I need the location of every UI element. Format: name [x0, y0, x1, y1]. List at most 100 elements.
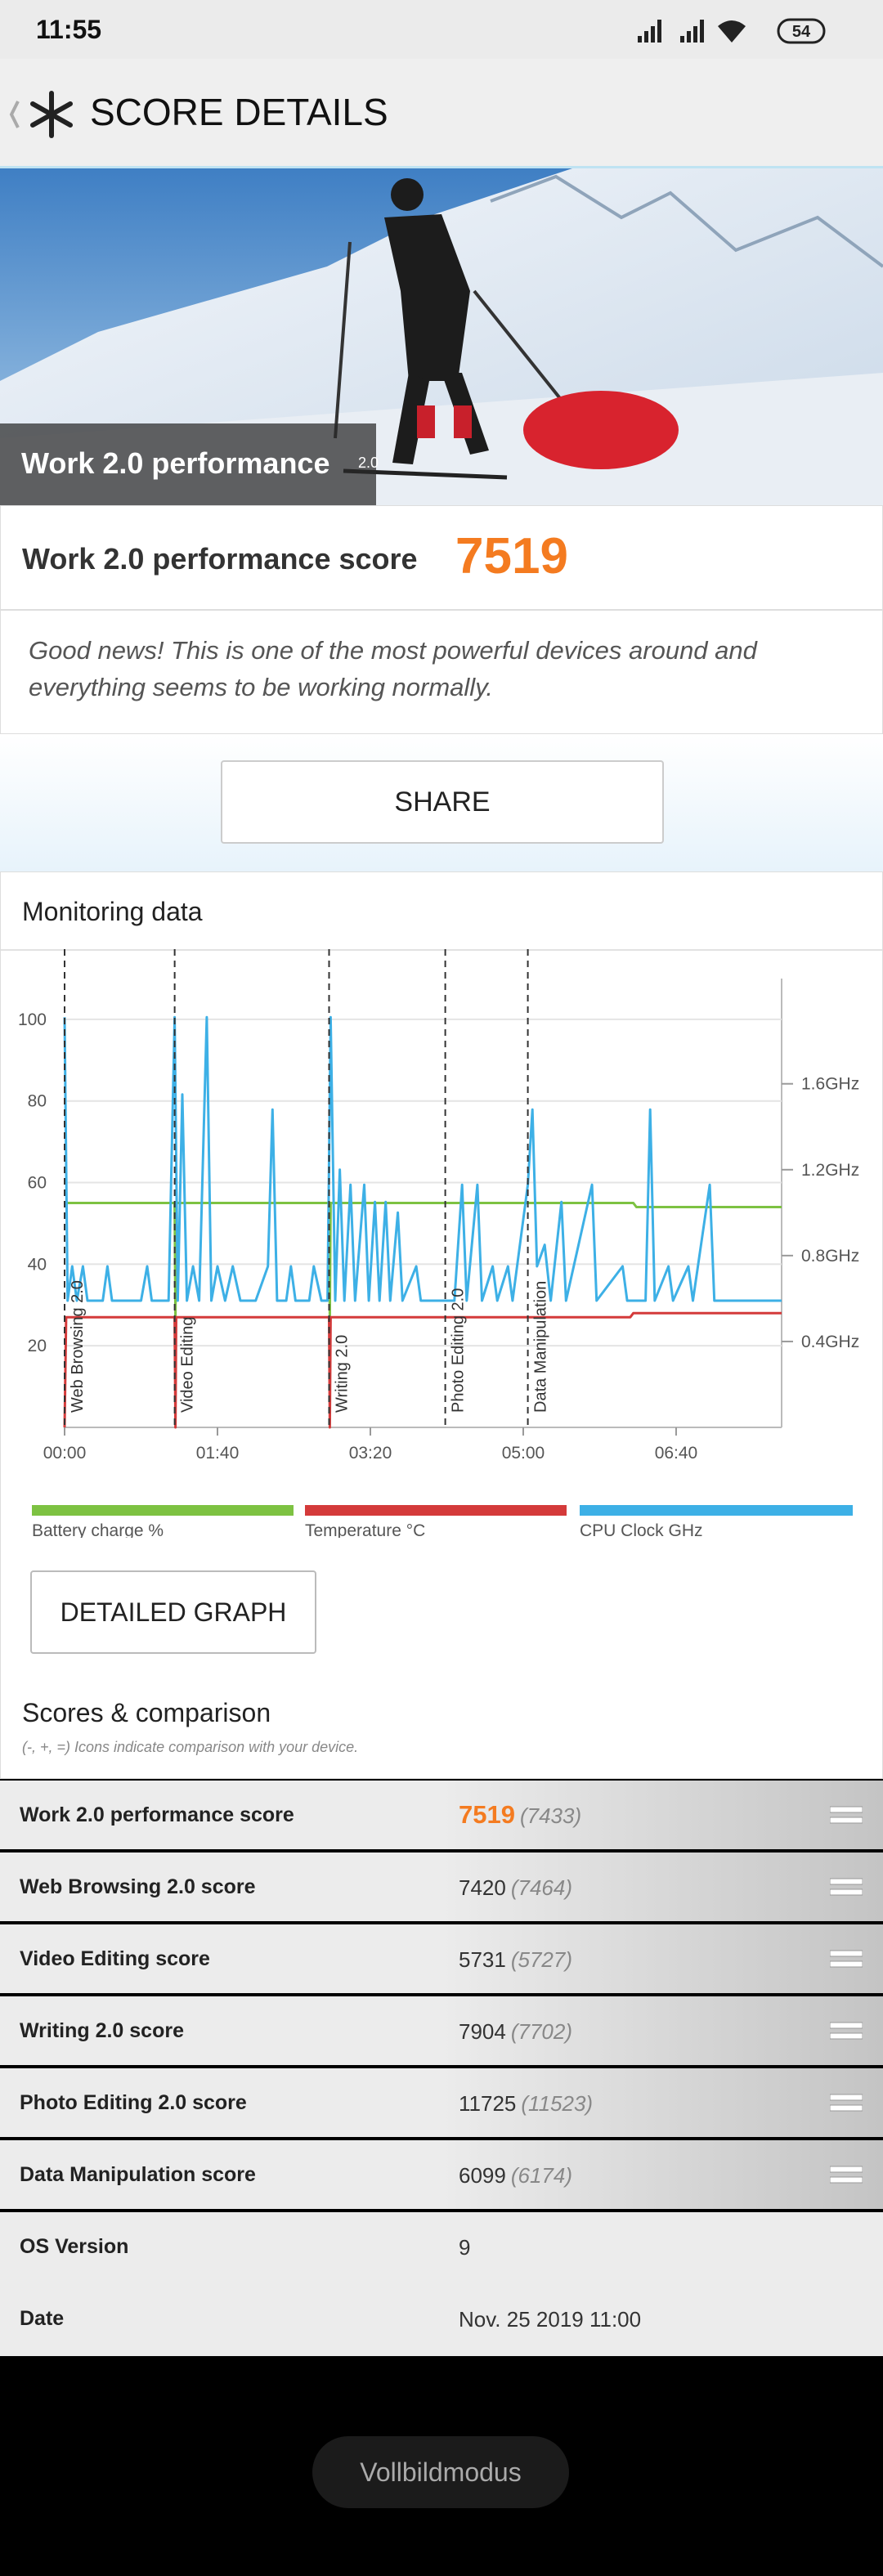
back-icon[interactable]	[7, 87, 80, 144]
x-tick-label: 00:00	[43, 1444, 87, 1463]
score-cell: 11725 (11523)	[441, 2068, 883, 2137]
separator	[1, 949, 882, 951]
score: 7420 (7464)	[459, 1875, 572, 1901]
legend-swatch	[32, 1505, 294, 1516]
score-label: Work 2.0 performance score	[22, 542, 418, 576]
score-cell: 7519 (7433)	[441, 1781, 883, 1849]
comparison-icon	[830, 1878, 863, 1896]
score-row[interactable]: Video Editing score 5731 (5727)	[0, 1924, 883, 1993]
score-row[interactable]: Data Manipulation score 6099 (6174)	[0, 2140, 883, 2209]
score: 11725 (11523)	[459, 2091, 593, 2117]
info-row: OS Version 9	[0, 2212, 883, 2284]
status-icons: 54	[638, 18, 826, 44]
score-label: Work 2.0 performance score	[20, 1803, 294, 1826]
comparison-value: (11523)	[521, 2091, 594, 2116]
info-value: Nov. 25 2019 11:00	[459, 2307, 642, 2332]
phase-label: Data Manipulation	[532, 1281, 550, 1413]
y-tick-label: 20	[28, 1337, 47, 1355]
score-value: 7519	[459, 1800, 515, 1829]
banner-title: Work 2.0 performance	[21, 446, 330, 480]
y-tick-label: 60	[28, 1174, 47, 1193]
score-value: 5731	[459, 1947, 506, 1972]
clock: 11:55	[36, 15, 102, 44]
series-line	[63, 1311, 782, 1429]
legend-label: CPU Clock GHz	[580, 1521, 703, 1538]
score-value: 7904	[459, 2019, 506, 2044]
y-tick-label: 100	[18, 1010, 47, 1029]
monitoring-card: Monitoring data 20 40 60 80 100 0.4GHz 0.8GHz 1…	[0, 871, 883, 1779]
score-cell: 5731 (5727)	[441, 1924, 883, 1993]
comparison-icon	[830, 2022, 863, 2040]
score-value: 7420	[459, 1875, 506, 1900]
score-label: Writing 2.0 score	[20, 2019, 184, 2042]
battery-level: 54	[792, 23, 811, 41]
score-value: 11725	[459, 2091, 517, 2116]
scores-note: (-, +, =) Icons indicate comparison with…	[22, 1739, 359, 1755]
score-label: Web Browsing 2.0 score	[20, 1875, 256, 1898]
score: 7519 (7433)	[459, 1800, 581, 1830]
score-cell: 6099 (6174)	[441, 2140, 883, 2209]
legend-label: Battery charge %	[32, 1521, 164, 1538]
app-header: SCORE DETAILS	[0, 59, 883, 168]
info-label: Date	[20, 2307, 65, 2330]
score-card: Work 2.0 performance score 7519	[0, 505, 883, 610]
phase-label: Web Browsing 2.0	[69, 1280, 87, 1413]
score-row[interactable]: Photo Editing 2.0 score 11725 (11523)	[0, 2068, 883, 2137]
phase-label: Photo Editing 2.0	[450, 1288, 468, 1413]
banner-strip	[0, 423, 376, 505]
comparison-value: (7702)	[510, 2019, 572, 2044]
y2-tick-label: 1.2GHz	[801, 1161, 859, 1180]
x-tick-label: 06:40	[655, 1444, 698, 1463]
y2-tick-label: 0.8GHz	[801, 1247, 859, 1266]
legend-swatch	[305, 1505, 567, 1516]
score-cell: 7420 (7464)	[441, 1852, 883, 1921]
monitoring-chart: 20 40 60 80 100 0.4GHz 0.8GHz 1.2GHz 1.6GHz 00:00…	[18, 949, 859, 1538]
phase-label: Writing 2.0	[333, 1335, 351, 1413]
description-card: Good news! This is one of the most power…	[0, 610, 883, 734]
comparison-value: (7464)	[510, 1875, 572, 1900]
comparison-value: (5727)	[510, 1947, 572, 1972]
score-value: 6099	[459, 2163, 506, 2188]
score-label: Data Manipulation score	[20, 2163, 256, 2186]
info-label: OS Version	[20, 2235, 129, 2258]
info-cell: Nov. 25 2019 11:00	[441, 2284, 883, 2356]
info-row: Date Nov. 25 2019 11:00	[0, 2284, 883, 2356]
status-bar: 11:55 54	[0, 0, 883, 59]
y2-tick-label: 1.6GHz	[801, 1075, 859, 1094]
fullscreen-button[interactable]: Vollbildmodus	[312, 2436, 569, 2508]
score-cell: 7904 (7702)	[441, 1996, 883, 2065]
comparison-value: (7433)	[519, 1803, 582, 1828]
score-row[interactable]: Web Browsing 2.0 score 7420 (7464)	[0, 1852, 883, 1921]
y-tick-label: 80	[28, 1092, 47, 1111]
y-tick-label: 40	[28, 1255, 47, 1274]
info-cell: 9	[441, 2212, 883, 2284]
share-area: SHARE	[0, 734, 883, 871]
x-tick-label: 03:20	[349, 1444, 392, 1463]
x-tick-label: 01:40	[196, 1444, 240, 1463]
score-value: 7519	[455, 528, 568, 585]
monitoring-title: Monitoring data	[22, 897, 203, 926]
x-tick-label: 05:00	[502, 1444, 545, 1463]
description: Good news! This is one of the most power…	[29, 636, 757, 701]
legend-label: Temperature °C	[305, 1521, 425, 1538]
banner: Work 2.0 performance 2.0	[0, 168, 883, 505]
info-value: 9	[459, 2235, 471, 2260]
comparison-value: (6174)	[510, 2163, 572, 2188]
banner-badge: 2.0	[358, 455, 379, 471]
series-line	[63, 1015, 782, 1302]
detailed-graph-button[interactable]: DETAILED GRAPH	[30, 1570, 316, 1654]
comparison-icon	[830, 2094, 863, 2112]
score: 7904 (7702)	[459, 2019, 572, 2045]
score: 6099 (6174)	[459, 2163, 572, 2188]
score-label: Photo Editing 2.0 score	[20, 2091, 247, 2114]
score-row[interactable]: Work 2.0 performance score 7519 (7433)	[0, 1781, 883, 1849]
legend-swatch	[580, 1505, 853, 1516]
comparison-icon	[830, 1950, 863, 1968]
share-button[interactable]: SHARE	[221, 760, 664, 844]
scores-title: Scores & comparison	[22, 1698, 271, 1727]
score-row[interactable]: Writing 2.0 score 7904 (7702)	[0, 1996, 883, 2065]
comparison-icon	[830, 2166, 863, 2184]
score: 5731 (5727)	[459, 1947, 572, 1973]
score-label: Video Editing score	[20, 1947, 210, 1970]
